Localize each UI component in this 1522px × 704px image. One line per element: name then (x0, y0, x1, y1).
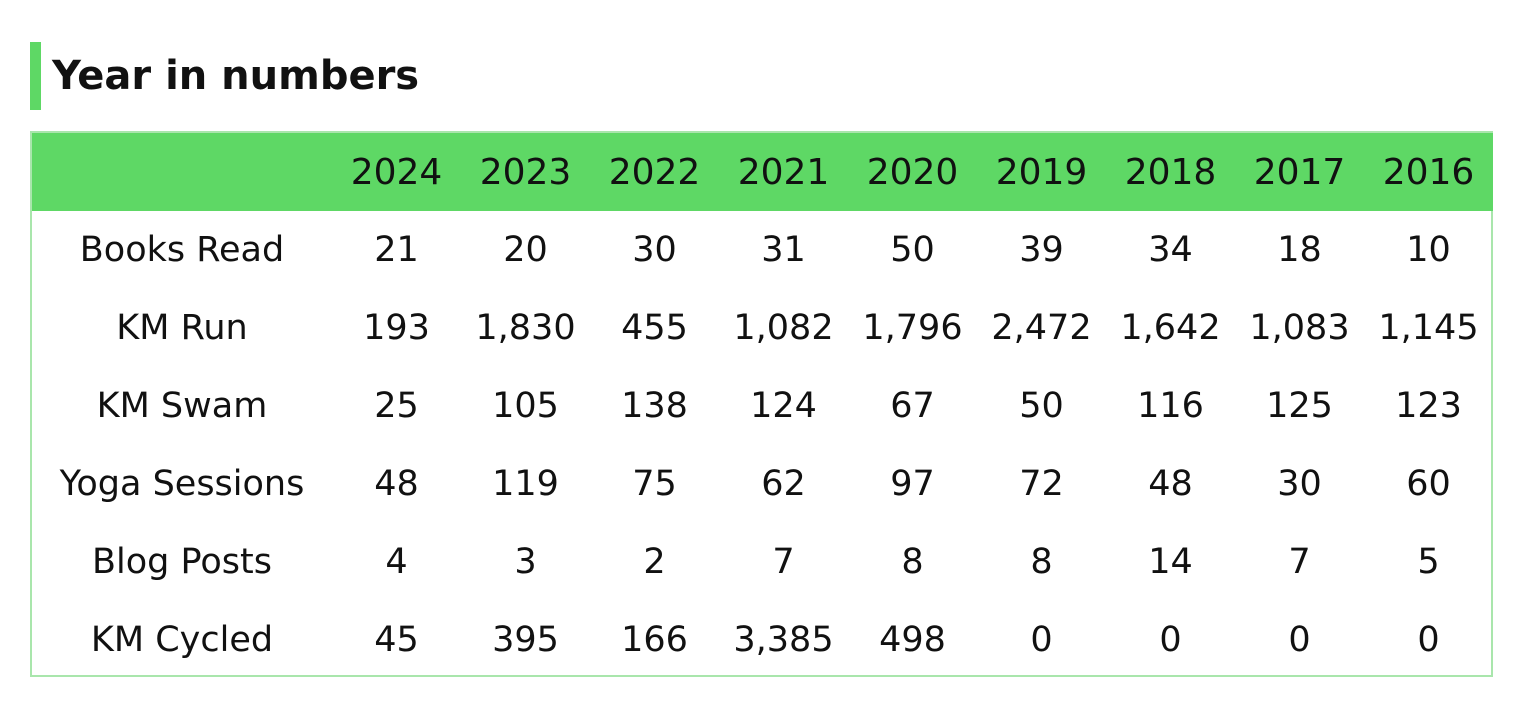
table-cell: 124 (750, 386, 817, 426)
table-cell: 18 (1277, 230, 1322, 270)
table-cell: 67 (890, 386, 935, 426)
header-year: 2016 (1382, 151, 1475, 193)
table-cell: 4 (385, 542, 408, 582)
table-cell: 48 (1148, 464, 1193, 504)
table-cell: 62 (761, 464, 806, 504)
table-cell: 0 (1288, 620, 1311, 660)
table-cell: 7 (772, 542, 795, 582)
section-heading: Year in numbers (30, 42, 419, 110)
table-cell: 1,083 (1249, 308, 1350, 348)
row-label: KM Swam (96, 386, 268, 426)
table-cell: 50 (1019, 386, 1064, 426)
table-cell: 1,082 (733, 308, 834, 348)
table-cell: 72 (1019, 464, 1064, 504)
row-label: Yoga Sessions (59, 464, 305, 504)
table-cell: 45 (374, 620, 419, 660)
table-cell: 21 (374, 230, 419, 270)
header-empty-cell (32, 133, 332, 211)
table-cell: 34 (1148, 230, 1193, 270)
header-year: 2022 (608, 151, 701, 193)
table-cell: 8 (1030, 542, 1053, 582)
table-cell: 0 (1159, 620, 1182, 660)
table-cell: 8 (901, 542, 924, 582)
table-cell: 97 (890, 464, 935, 504)
table-cell: 455 (621, 308, 688, 348)
table-cell: 5 (1417, 542, 1440, 582)
header-year: 2020 (866, 151, 959, 193)
row-label: KM Cycled (90, 620, 274, 660)
table-cell: 39 (1019, 230, 1064, 270)
table-cell: 10 (1406, 230, 1451, 270)
table-row: KM Swam 25 105 138 124 67 50 116 125 123 (32, 367, 1493, 445)
table-row: KM Cycled 45 395 166 3,385 498 0 0 0 0 (32, 601, 1493, 679)
header-year: 2021 (737, 151, 830, 193)
row-label: Blog Posts (92, 542, 272, 582)
table-cell: 0 (1030, 620, 1053, 660)
table-cell: 116 (1137, 386, 1204, 426)
row-label: KM Run (116, 308, 248, 348)
page-title: Year in numbers (52, 53, 420, 99)
table-cell: 50 (890, 230, 935, 270)
heading-accent-bar (30, 42, 41, 110)
table-cell: 48 (374, 464, 419, 504)
table-cell: 1,642 (1120, 308, 1221, 348)
table-cell: 395 (492, 620, 559, 660)
table-cell: 30 (632, 230, 677, 270)
table-cell: 31 (761, 230, 806, 270)
row-label: Books Read (79, 230, 285, 270)
table-cell: 2 (643, 542, 666, 582)
stats-table: 2024 2023 2022 2021 2020 2019 2018 2017 … (32, 133, 1493, 679)
table-cell: 20 (503, 230, 548, 270)
table-row: Blog Posts 4 3 2 7 8 8 14 7 5 (32, 523, 1493, 601)
table-cell: 75 (632, 464, 677, 504)
table-row: Books Read 21 20 30 31 50 39 34 18 10 (32, 211, 1493, 289)
table-cell: 60 (1406, 464, 1451, 504)
table-cell: 498 (879, 620, 946, 660)
header-year: 2018 (1124, 151, 1217, 193)
table-cell: 166 (621, 620, 688, 660)
table-cell: 30 (1277, 464, 1322, 504)
table-cell: 3 (514, 542, 537, 582)
table-cell: 138 (621, 386, 688, 426)
table-cell: 105 (492, 386, 559, 426)
table-cell: 119 (492, 464, 559, 504)
table-row: KM Run 193 1,830 455 1,082 1,796 2,472 1… (32, 289, 1493, 367)
header-year: 2024 (350, 151, 443, 193)
table-cell: 193 (363, 308, 430, 348)
table-cell: 25 (374, 386, 419, 426)
table-cell: 125 (1266, 386, 1333, 426)
table-cell: 1,796 (862, 308, 963, 348)
table-cell: 3,385 (733, 620, 834, 660)
table-cell: 0 (1417, 620, 1440, 660)
stats-table-container: 2024 2023 2022 2021 2020 2019 2018 2017 … (30, 131, 1493, 677)
table-cell: 1,145 (1378, 308, 1479, 348)
table-cell: 14 (1148, 542, 1193, 582)
table-row: Yoga Sessions 48 119 75 62 97 72 48 30 6… (32, 445, 1493, 523)
table-cell: 2,472 (991, 308, 1092, 348)
header-year: 2017 (1253, 151, 1346, 193)
header-year: 2023 (479, 151, 572, 193)
table-cell: 123 (1395, 386, 1462, 426)
header-year: 2019 (995, 151, 1088, 193)
table-cell: 1,830 (475, 308, 576, 348)
table-cell: 7 (1288, 542, 1311, 582)
table-header-row: 2024 2023 2022 2021 2020 2019 2018 2017 … (32, 133, 1493, 211)
